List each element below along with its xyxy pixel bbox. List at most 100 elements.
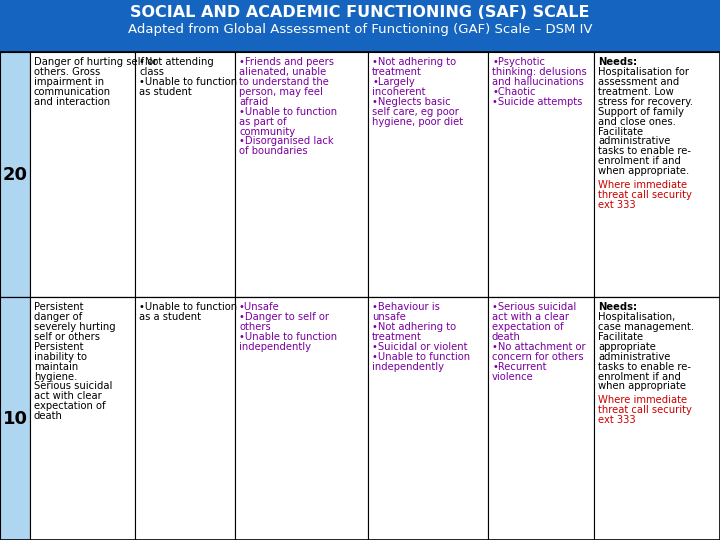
Text: treatment: treatment — [372, 67, 422, 77]
Text: Where immediate: Where immediate — [598, 180, 687, 190]
Text: death: death — [492, 332, 521, 342]
Text: treatment. Low: treatment. Low — [598, 87, 674, 97]
Text: Serious suicidal: Serious suicidal — [34, 381, 112, 391]
Text: self care, eg poor: self care, eg poor — [372, 107, 459, 117]
Text: stress for recovery.: stress for recovery. — [598, 97, 693, 107]
Text: treatment: treatment — [372, 332, 422, 342]
Text: person, may feel: person, may feel — [239, 87, 323, 97]
Text: Hospitalisation for: Hospitalisation for — [598, 67, 689, 77]
Text: •Unable to function: •Unable to function — [239, 332, 337, 342]
Bar — [0, 52, 30, 297]
Text: SOCIAL AND ACADEMIC FUNCTIONING (SAF) SCALE: SOCIAL AND ACADEMIC FUNCTIONING (SAF) SC… — [130, 5, 590, 20]
Text: •Not adhering to: •Not adhering to — [372, 57, 456, 67]
Text: hygiene.: hygiene. — [34, 372, 77, 382]
Text: assessment and: assessment and — [598, 77, 679, 87]
Text: communication: communication — [34, 87, 111, 97]
Text: alienated, unable: alienated, unable — [239, 67, 326, 77]
Bar — [488, 297, 594, 540]
Text: death: death — [34, 411, 63, 421]
Text: Persistent: Persistent — [34, 342, 84, 352]
Bar — [0, 297, 30, 540]
Text: Needs:: Needs: — [598, 302, 637, 312]
Text: Persistent: Persistent — [34, 302, 84, 312]
Bar — [594, 52, 720, 297]
Text: expectation of: expectation of — [34, 401, 106, 411]
Text: as a student: as a student — [139, 312, 201, 322]
Text: Support of family: Support of family — [598, 107, 684, 117]
Text: •Unable to function: •Unable to function — [239, 107, 337, 117]
Text: •Not attending: •Not attending — [139, 57, 214, 67]
Text: •Unable to function: •Unable to function — [139, 302, 237, 312]
Text: independently: independently — [239, 342, 311, 352]
Text: afraid: afraid — [239, 97, 269, 107]
Bar — [30, 52, 135, 297]
Bar — [235, 52, 368, 297]
Text: and interaction: and interaction — [34, 97, 110, 107]
Text: •Behaviour is: •Behaviour is — [372, 302, 440, 312]
Bar — [135, 297, 235, 540]
Text: and close ones.: and close ones. — [598, 117, 676, 126]
Text: administrative: administrative — [598, 137, 670, 146]
Text: as part of: as part of — [239, 117, 287, 126]
Text: tasks to enable re-: tasks to enable re- — [598, 146, 691, 157]
Text: •Unsafe: •Unsafe — [239, 302, 280, 312]
Text: Where immediate: Where immediate — [598, 395, 687, 406]
Text: thinking: delusions: thinking: delusions — [492, 67, 587, 77]
Text: case management.: case management. — [598, 322, 694, 332]
Text: others: others — [239, 322, 271, 332]
Text: •Largely: •Largely — [372, 77, 415, 87]
Text: impairment in: impairment in — [34, 77, 104, 87]
Text: Hospitalisation,: Hospitalisation, — [598, 312, 675, 322]
Text: •Disorganised lack: •Disorganised lack — [239, 137, 333, 146]
Text: enrolment if and: enrolment if and — [598, 372, 681, 382]
Text: incoherent: incoherent — [372, 87, 426, 97]
Text: administrative: administrative — [598, 352, 670, 362]
Text: Facilitate: Facilitate — [598, 126, 643, 137]
Text: appropriate: appropriate — [598, 342, 656, 352]
Text: •Unable to function: •Unable to function — [372, 352, 470, 362]
Text: unsafe: unsafe — [372, 312, 406, 322]
Text: community: community — [239, 126, 295, 137]
Text: tasks to enable re-: tasks to enable re- — [598, 362, 691, 372]
Text: Adapted from Global Assessment of Functioning (GAF) Scale – DSM IV: Adapted from Global Assessment of Functi… — [127, 23, 593, 36]
Text: threat call security: threat call security — [598, 190, 692, 200]
Text: •Friends and peers: •Friends and peers — [239, 57, 334, 67]
Bar — [368, 297, 488, 540]
Text: maintain: maintain — [34, 362, 78, 372]
Text: as student: as student — [139, 87, 192, 97]
Text: ext 333: ext 333 — [598, 415, 636, 426]
Text: concern for others: concern for others — [492, 352, 584, 362]
Text: to understand the: to understand the — [239, 77, 329, 87]
Text: 10: 10 — [2, 409, 27, 428]
Text: •Neglects basic: •Neglects basic — [372, 97, 451, 107]
Bar — [0, 0, 720, 52]
Text: inability to: inability to — [34, 352, 87, 362]
Text: ext 333: ext 333 — [598, 200, 636, 210]
Text: •Danger to self or: •Danger to self or — [239, 312, 329, 322]
Text: self or others: self or others — [34, 332, 100, 342]
Text: act with clear: act with clear — [34, 392, 102, 401]
Text: when appropriate: when appropriate — [598, 381, 686, 391]
Text: expectation of: expectation of — [492, 322, 564, 332]
Text: severely hurting: severely hurting — [34, 322, 116, 332]
Text: danger of: danger of — [34, 312, 82, 322]
Bar — [368, 52, 488, 297]
Text: •Psychotic: •Psychotic — [492, 57, 545, 67]
Text: and hallucinations: and hallucinations — [492, 77, 584, 87]
Text: class: class — [139, 67, 164, 77]
Bar — [30, 297, 135, 540]
Text: Danger of hurting self or: Danger of hurting self or — [34, 57, 158, 67]
Text: •Chaotic: •Chaotic — [492, 87, 536, 97]
Text: violence: violence — [492, 372, 534, 382]
Text: when appropriate.: when appropriate. — [598, 166, 689, 176]
Bar — [135, 52, 235, 297]
Bar — [235, 297, 368, 540]
Bar — [488, 52, 594, 297]
Text: Needs:: Needs: — [598, 57, 637, 67]
Text: others. Gross: others. Gross — [34, 67, 100, 77]
Text: threat call security: threat call security — [598, 406, 692, 415]
Text: •No attachment or: •No attachment or — [492, 342, 585, 352]
Text: Facilitate: Facilitate — [598, 332, 643, 342]
Text: act with a clear: act with a clear — [492, 312, 569, 322]
Text: of boundaries: of boundaries — [239, 146, 307, 157]
